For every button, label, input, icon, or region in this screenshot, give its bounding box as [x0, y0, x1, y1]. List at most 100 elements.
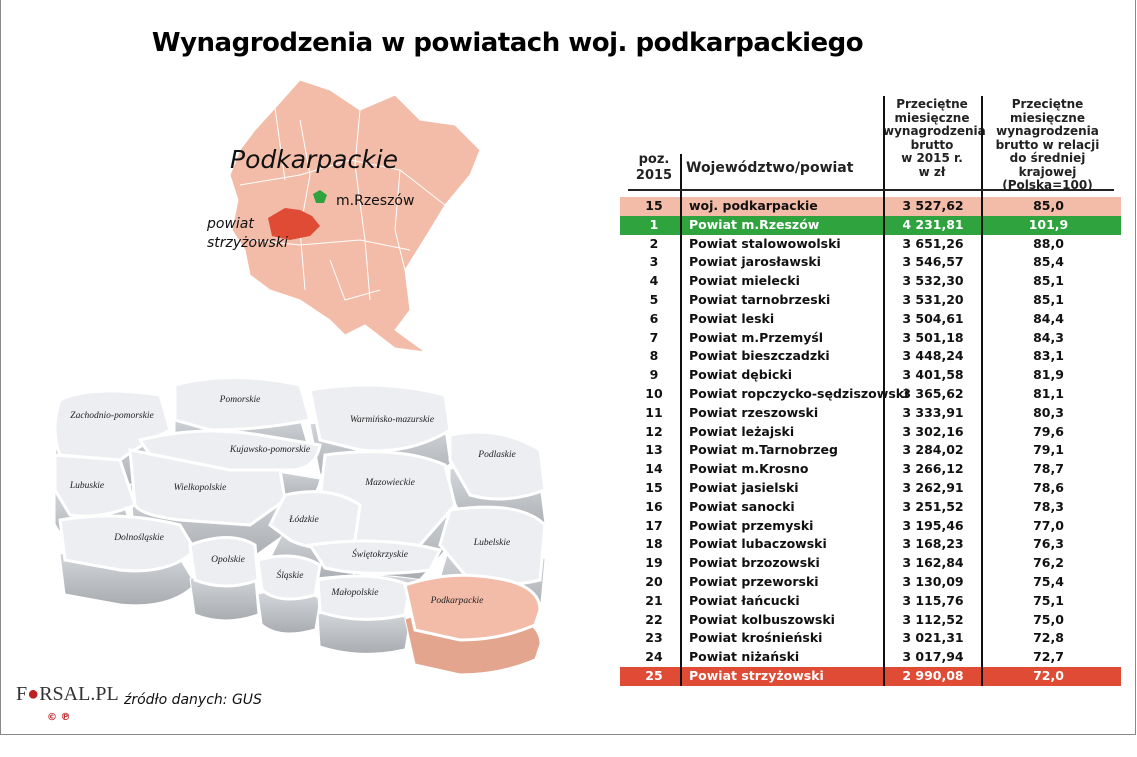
cell-index: 85,1: [981, 272, 1114, 291]
cell-position: 13: [645, 442, 663, 458]
cell-position: 23: [645, 630, 663, 646]
cell-name: Powiat mielecki: [680, 272, 883, 291]
cell-position: 15: [645, 479, 663, 495]
table-row: 8 Powiat bieszczadzki 3 448,24 83,1: [628, 347, 1114, 367]
voivodeship-shape: [58, 514, 197, 573]
cell-index: 79,6: [981, 422, 1114, 442]
cell-wage: 3 112,52: [883, 610, 981, 630]
table-row: 9 Powiat dębicki 3 401,58 81,9: [628, 366, 1114, 385]
cell-index: 75,1: [981, 591, 1114, 611]
cell-position: 4: [649, 273, 659, 289]
table-row: 22 Powiat kolbuszowski 3 112,52 75,0: [628, 610, 1114, 630]
divider: [883, 96, 885, 189]
rzeszow-city-shape: [313, 190, 327, 203]
cell-wage: 3 284,02: [883, 441, 981, 461]
voivodeship-shape: [316, 574, 412, 621]
image-frame: [0, 0, 1136, 735]
voivodeship-shape: [173, 376, 312, 432]
header-line: miesięczne: [894, 110, 970, 125]
table-row: 19 Powiat brzozowski 3 162,84 76,2: [628, 554, 1114, 573]
region-label: Podkarpackie: [230, 145, 398, 174]
cell-wage: 3 168,23: [883, 535, 981, 555]
cell-index: 80,3: [981, 403, 1114, 423]
header-line: Przeciętne: [896, 97, 968, 111]
cell-position: 21: [645, 592, 663, 608]
voivodeship-shape: [128, 448, 287, 527]
county-label-line2: strzyżowski: [207, 235, 288, 251]
header-wage: Przeciętne miesięczne wynagrodzenia brut…: [883, 97, 986, 179]
cell-name: Powiat strzyżowski: [680, 666, 883, 686]
voivodeship-label: Wielkopolskie: [174, 483, 227, 493]
cell-name: Powiat jasielski: [680, 478, 883, 498]
voivodeship-label: Podlaskie: [477, 450, 515, 460]
cell-index: 72,8: [981, 629, 1114, 649]
cell-index: 81,1: [981, 384, 1114, 404]
cell-name: Powiat krośnieński: [680, 629, 883, 649]
cell-index: 75,0: [981, 610, 1114, 630]
header-gap: [628, 191, 1114, 197]
cell-name: Powiat niżański: [680, 648, 883, 667]
table-row: 21 Powiat łańcucki 3 115,76 75,1: [628, 591, 1114, 611]
cell-index: 78,6: [981, 478, 1114, 498]
table-row: 17 Powiat przemyski 3 195,46 77,0: [628, 516, 1114, 536]
cell-name: Powiat lubaczowski: [680, 535, 883, 555]
poland-map: Zachodnio-pomorskie Pomorskie Warmińsko-ma…: [53, 376, 547, 675]
cell-name: Powiat bieszczadzki: [680, 347, 883, 367]
cell-wage: 3 527,62: [883, 197, 981, 216]
cell-name: Powiat brzozowski: [680, 554, 883, 573]
table-row: 24 Powiat niżański 3 017,94 72,7: [628, 648, 1114, 667]
cell-name: Powiat kolbuszowski: [680, 610, 883, 630]
cell-name: Powiat sanocki: [680, 497, 883, 517]
voivodeship-label: Lubuskie: [69, 481, 104, 491]
voivodeship-shape: [188, 536, 260, 588]
cell-position: 16: [645, 498, 663, 514]
cell-wage: 3 531,20: [883, 290, 981, 310]
cell-position: 25: [645, 667, 663, 683]
cell-wage: 3 651,26: [883, 234, 981, 254]
header-index: Przeciętne miesięczne wynagrodzenia brut…: [981, 97, 1114, 193]
cell-position: 10: [645, 385, 663, 401]
voivodeship-label: Śląskie: [277, 569, 304, 581]
cell-index: 84,4: [981, 309, 1114, 329]
cell-wage: 3 130,09: [883, 572, 981, 592]
cell-index: 79,1: [981, 441, 1114, 461]
cell-wage: 3 266,12: [883, 460, 981, 479]
table-row: 14 Powiat m.Krosno 3 266,12 78,7: [628, 460, 1114, 479]
cell-wage: 3 546,57: [883, 253, 981, 273]
table-row: 1 Powiat m.Rzeszów 4 231,81 101,9: [620, 215, 1121, 235]
cell-wage: 3 262,91: [883, 478, 981, 498]
header-name: Województwo/powiat: [686, 160, 854, 176]
page-title: Wynagrodzenia w powiatach woj. podkarpac…: [151, 28, 864, 58]
cell-position: 12: [645, 423, 663, 439]
table-row: 3 Powiat jarosławski 3 546,57 85,4: [628, 253, 1114, 273]
divider: [680, 154, 682, 189]
cell-position: 2: [649, 235, 659, 251]
voivodeship-label: Zachodnio-pomorskie: [70, 411, 153, 421]
voivodeship-label: Świętokrzyskie: [352, 548, 408, 560]
cell-position: 17: [645, 517, 663, 533]
cell-index: 101,9: [981, 215, 1114, 235]
cell-wage: 3 501,18: [883, 328, 981, 348]
cell-wage: 3 333,91: [883, 403, 981, 423]
county-borders: [239, 107, 446, 301]
copyright-marks: © ℗: [47, 712, 71, 723]
cell-wage: 3 365,62: [883, 384, 981, 404]
voivodeship-label: Podkarpackie: [430, 596, 484, 606]
voivodeship-label: Warmińsko-mazurskie: [350, 415, 434, 425]
voivodeship-label: Łódzkie: [288, 515, 319, 525]
cell-wage: 3 251,52: [883, 497, 981, 517]
cell-position: 14: [645, 461, 663, 477]
cell-position: 19: [645, 555, 663, 571]
cell-name: Powiat rzeszowski: [680, 403, 883, 423]
table-row: 13 Powiat m.Tarnobrzeg 3 284,02 79,1: [628, 441, 1114, 461]
table-row: 15 woj. podkarpackie 3 527,62 85,0: [620, 197, 1121, 216]
cell-position: 8: [649, 348, 659, 364]
cell-index: 83,1: [981, 347, 1114, 367]
cell-position: 7: [649, 329, 659, 345]
cell-wage: 3 162,84: [883, 554, 981, 573]
voivodeship-label: Mazowieckie: [364, 478, 415, 488]
cell-name: Powiat przemyski: [680, 516, 883, 536]
cell-index: 78,7: [981, 460, 1114, 479]
county-label-line1: powiat: [206, 216, 254, 232]
voivodeship-label: Pomorskie: [219, 395, 261, 405]
